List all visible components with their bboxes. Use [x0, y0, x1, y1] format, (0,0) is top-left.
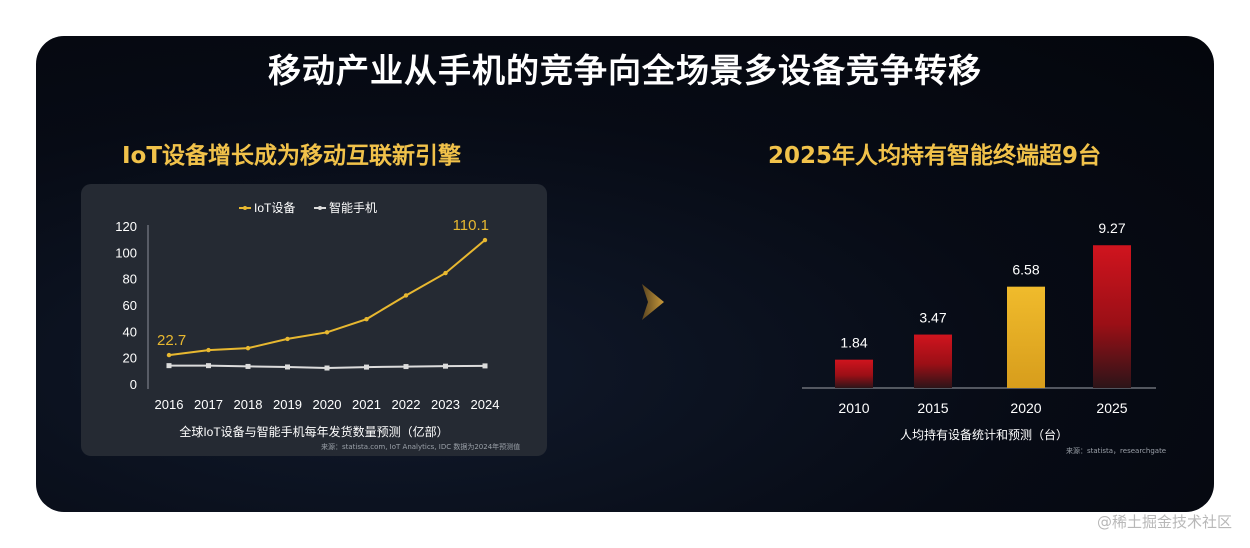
data-point	[482, 363, 488, 369]
data-point	[324, 330, 330, 335]
data-point	[443, 270, 448, 276]
x-tick-label: 2022	[392, 397, 421, 412]
data-point	[245, 363, 251, 369]
x-tick-label: 2010	[838, 400, 869, 416]
data-point	[206, 363, 211, 369]
data-point	[166, 352, 172, 358]
right-subtitle: 2025年人均持有智能终端超9台	[768, 143, 1102, 169]
x-tick-label: 2025	[1096, 400, 1127, 416]
watermark: @稀土掘金技术社区	[1096, 513, 1232, 531]
data-point	[285, 336, 290, 342]
page-title: 移动产业从手机的竞争向全场景多设备竞争转移	[268, 51, 982, 90]
y-tick-label: 60	[123, 298, 137, 313]
data-point	[364, 364, 369, 370]
data-point	[285, 364, 290, 370]
legend-marker	[243, 206, 247, 210]
x-tick-label: 2020	[1010, 400, 1041, 416]
legend-label: 智能手机	[329, 200, 377, 215]
legend-label: IoT设备	[254, 201, 295, 215]
data-point	[403, 293, 409, 298]
slide-background: 移动产业从手机的竞争向全场景多设备竞争转移 IoT设备增长成为移动互联新引擎 2…	[36, 36, 1214, 512]
x-tick-label: 2015	[917, 400, 948, 416]
line-chart-panel: 0 20 40 60 80 100 120 2016 2017 2018 2019 2020 2021 2…	[81, 184, 547, 456]
data-point	[166, 363, 172, 369]
y-tick-label: 40	[123, 324, 137, 339]
bar	[835, 359, 873, 388]
x-tick-label: 2021	[352, 397, 381, 412]
bar-chart: 1.84 2010 3.47 2015 6.58 2020 9.27 2025 人均持有设备统计…	[802, 220, 1156, 442]
bar-value-label: 6.58	[1012, 262, 1039, 278]
left-source-note: 来源：statista.com, IoT Analytics, IDC 数据为2…	[321, 443, 521, 451]
arrow-right-icon	[642, 284, 664, 320]
x-tick-label: 2023	[431, 397, 460, 412]
bar	[1093, 245, 1131, 388]
y-tick-label: 20	[123, 351, 137, 366]
x-tick-label: 2019	[273, 397, 302, 412]
data-point	[245, 345, 251, 351]
legend-marker	[318, 206, 322, 210]
data-point	[482, 237, 488, 243]
data-label: 22.7	[157, 332, 186, 349]
line-chart: 0 20 40 60 80 100 120 2016 2017 2018 2019 2020 2021 2…	[115, 200, 500, 439]
bar-value-label: 3.47	[919, 310, 946, 326]
x-axis-title: 人均持有设备统计和预测（台）	[900, 427, 1068, 442]
left-subtitle: IoT设备增长成为移动互联新引擎	[122, 143, 462, 169]
data-point	[364, 316, 369, 322]
bar	[914, 334, 952, 388]
data-point	[324, 365, 330, 371]
x-tick-label: 2017	[194, 397, 223, 412]
bar	[1007, 286, 1045, 388]
x-axis-title: 全球IoT设备与智能手机每年发货数量预测（亿部）	[179, 424, 448, 439]
bar-value-label: 1.84	[840, 335, 867, 351]
y-tick-label: 100	[115, 245, 137, 260]
series-line-iot	[168, 239, 486, 357]
x-tick-label: 2020	[313, 397, 342, 412]
data-point	[403, 364, 409, 370]
data-point	[443, 363, 448, 369]
data-point	[206, 347, 211, 353]
y-tick-label: 0	[130, 377, 137, 392]
data-label: 110.1	[453, 217, 489, 234]
y-tick-label: 120	[115, 219, 137, 234]
right-source-note: 来源：statista，researchgate	[1066, 447, 1167, 455]
x-tick-label: 2024	[471, 397, 500, 412]
x-tick-label: 2018	[234, 397, 263, 412]
x-tick-label: 2016	[155, 397, 184, 412]
y-tick-label: 80	[123, 272, 137, 287]
bar-value-label: 9.27	[1098, 220, 1125, 236]
